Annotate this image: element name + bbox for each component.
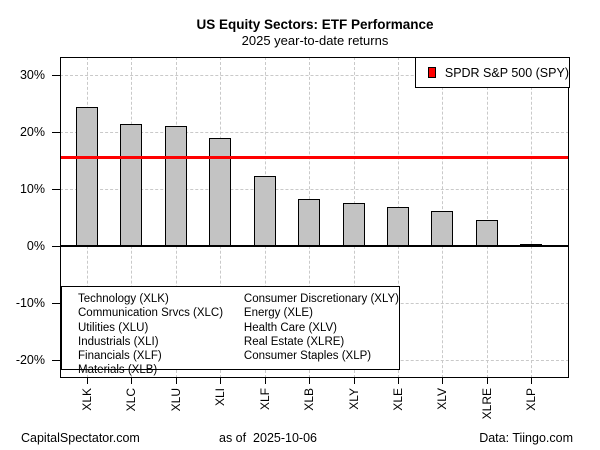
x-axis-tick (131, 378, 133, 384)
x-axis-tick (309, 378, 311, 384)
bar-XLB (298, 199, 321, 246)
y-axis-tick (52, 132, 60, 133)
x-axis-label-XLF: XLF (257, 388, 272, 411)
x-axis-tick (486, 378, 488, 384)
x-axis-label-XLC: XLC (124, 388, 139, 412)
sector-key-item: Health Care (XLV) (243, 321, 338, 334)
bar-XLV (431, 211, 454, 246)
sector-key-item: Materials (XLB) (78, 364, 158, 377)
sector-key-item: Technology (XLK) (78, 293, 169, 305)
sector-key-item: Utilities (XLU) (78, 321, 149, 334)
bar-XLK (76, 106, 98, 246)
sector-key-column-2: Consumer Discretionary (XLY) Energy (XLE)… (244, 287, 399, 369)
y-axis-label: 20% (19, 124, 45, 139)
y-axis-tick (52, 303, 60, 304)
bar-XLF (253, 175, 276, 246)
sector-key-item: Consumer Discretionary (XLY) (243, 293, 399, 305)
sector-key-box: Technology (XLK) Communication Srvcs (XLC… (61, 286, 400, 376)
x-axis-label-XLV: XLV (435, 388, 450, 410)
x-axis-label-XLI: XLI (213, 388, 228, 407)
x-axis-label-XLRE: XLRE (479, 388, 494, 420)
x-axis-label-XLK: XLK (80, 388, 94, 411)
footer-as-of-date: as of 2025-10-06 (219, 431, 317, 445)
bar-XLRE (475, 219, 498, 246)
bar-XLE (386, 206, 409, 246)
x-axis-tick (175, 378, 177, 384)
x-axis-label-XLP: XLP (524, 388, 539, 411)
x-axis-tick (531, 378, 533, 384)
spy-legend-box: SPDR S&P 500 (SPY) (415, 57, 570, 88)
chart-title: US Equity Sectors: ETF Performance (196, 17, 434, 32)
y-axis-label: -20% (15, 352, 45, 367)
zero-axis-line (60, 245, 569, 247)
x-axis-tick (353, 378, 355, 384)
x-axis-tick (397, 378, 399, 384)
footer-data-source: Data: Tiingo.com (479, 431, 573, 445)
spy-legend-swatch (428, 67, 436, 78)
h-gridline (60, 75, 569, 76)
y-axis-tick (52, 189, 60, 190)
x-axis-tick (442, 378, 444, 384)
sector-key-item: Energy (XLE) (243, 307, 313, 320)
x-axis-label-XLE: XLE (390, 388, 405, 411)
y-axis-tick (52, 360, 60, 361)
h-gridline (60, 132, 569, 133)
v-gridline (531, 57, 533, 378)
y-axis-tick (52, 75, 60, 76)
y-axis-label: 0% (26, 238, 45, 253)
footer-source-site: CapitalSpectator.com (21, 431, 140, 445)
x-axis-label-XLU: XLU (168, 388, 183, 412)
sector-key-item: Financials (XLF) (78, 350, 162, 363)
bar-XLY (342, 202, 365, 246)
x-axis-tick (87, 378, 88, 384)
spy-reference-line (60, 156, 569, 160)
v-gridline (486, 57, 488, 378)
x-axis-label-XLB: XLB (302, 388, 317, 411)
bar-XLI (209, 138, 232, 246)
sector-key-column-1: Technology (XLK) Communication Srvcs (XLC… (78, 287, 244, 376)
y-axis-label: 30% (19, 67, 45, 82)
x-axis-label-XLY: XLY (346, 388, 361, 410)
chart-subtitle: 2025 year-to-date returns (241, 33, 389, 48)
sector-key-item: Communication Srvcs (XLC) (78, 307, 224, 320)
sector-key-item: Real Estate (XLRE) (243, 335, 345, 348)
x-axis-tick (220, 378, 222, 384)
y-axis-label: -10% (15, 295, 45, 310)
sector-key-item: Consumer Staples (XLP) (243, 350, 372, 363)
y-axis-tick (52, 246, 60, 247)
plot-frame (60, 57, 569, 378)
x-axis-tick (264, 378, 266, 384)
y-axis-label: 10% (19, 181, 45, 196)
h-gridline (60, 189, 569, 190)
sector-key-item: Industrials (XLI) (78, 335, 159, 348)
bar-XLC (120, 124, 143, 246)
spy-legend-label: SPDR S&P 500 (SPY) (444, 65, 569, 80)
bar-XLP (520, 243, 543, 246)
